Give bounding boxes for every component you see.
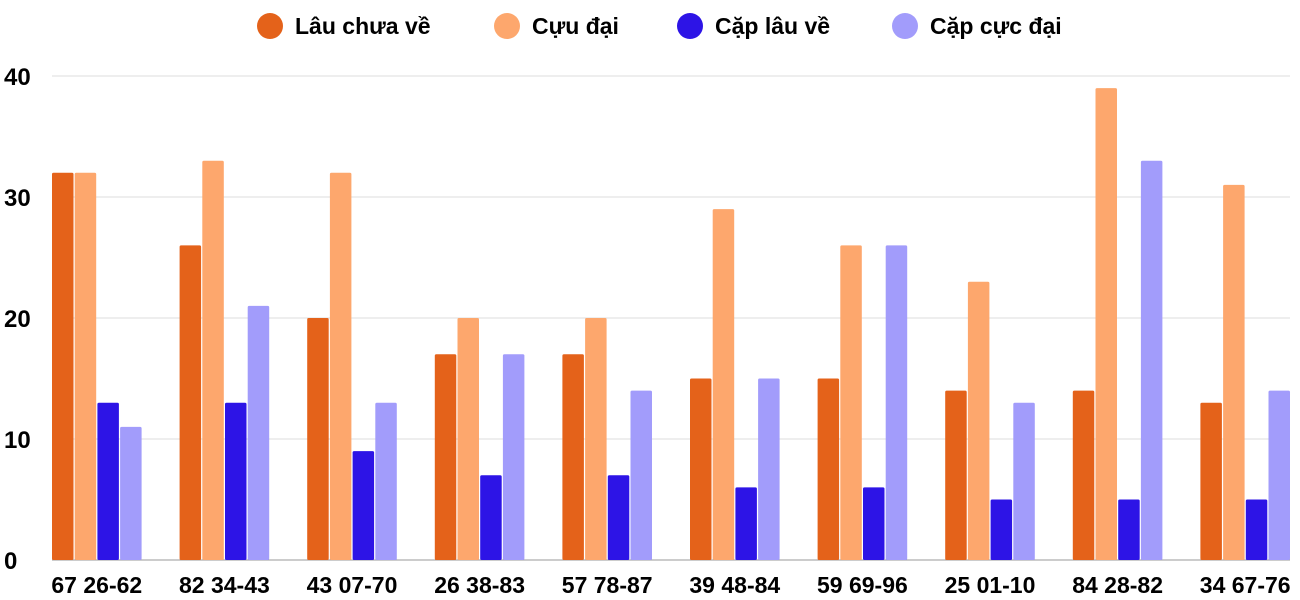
x-tick-label: 82 34-43 [179,572,270,598]
bar[interactable] [885,245,908,560]
y-tick-label: 0 [4,548,17,575]
bar[interactable] [945,390,967,560]
bar[interactable] [1118,499,1140,561]
bar[interactable] [990,499,1013,561]
x-tick-label: 57 78-87 [562,572,653,598]
bar[interactable] [967,281,990,560]
legend-swatch [892,13,918,39]
legend-swatch [257,13,283,39]
bar[interactable] [817,378,840,561]
y-tick-label: 40 [4,64,31,91]
bar[interactable] [502,354,525,560]
bar[interactable] [712,209,735,560]
y-tick-label: 10 [4,427,31,454]
bar[interactable] [840,245,862,560]
y-tick-label: 20 [4,306,31,333]
bar[interactable] [1095,88,1118,560]
bar[interactable] [690,378,712,561]
x-tick-label: 34 67-76 [1200,572,1291,598]
bar[interactable] [735,487,757,560]
legend-label: Cặp cực đại [930,13,1062,39]
bar[interactable] [457,318,480,560]
bar[interactable] [1200,402,1222,560]
bar[interactable] [307,318,329,560]
legend-swatch [494,13,520,39]
bar[interactable] [863,487,885,560]
bar[interactable] [562,354,584,560]
bar[interactable] [52,172,74,561]
x-tick-label: 43 07-70 [307,572,398,598]
legend-label: Cựu đại [532,13,619,39]
legend-label: Lâu chưa về [295,13,431,39]
legend-swatch [677,13,703,39]
bar[interactable] [1245,499,1268,561]
bar[interactable] [1140,160,1163,560]
x-axis-ticks: 67 26-62 82 34-43 43 07-70 26 38-83 57 78-87… [51,572,1290,598]
bar[interactable] [375,402,397,560]
x-tick-label: 25 01-10 [945,572,1036,598]
bar[interactable] [120,426,142,560]
bar[interactable] [1223,184,1245,560]
bar[interactable] [758,378,780,561]
legend-label: Cặp lâu về [715,13,830,39]
bar[interactable] [97,402,119,560]
bar[interactable] [1013,402,1035,560]
bar[interactable] [329,172,352,561]
legend: Lâu chưa về Cựu đại Cặp lâu về Cặp cực đại [257,13,1062,39]
bar[interactable] [1072,390,1095,560]
bar[interactable] [202,160,224,560]
x-tick-label: 67 26-62 [51,572,142,598]
x-tick-label: 59 69-96 [817,572,908,598]
x-tick-label: 39 48-84 [689,572,780,598]
y-axis-ticks: 0 10 20 30 40 [4,64,31,575]
bar[interactable] [607,475,630,560]
bar[interactable] [352,451,375,560]
bar[interactable] [585,318,607,560]
bar[interactable] [630,390,653,560]
bar[interactable] [247,305,270,560]
bar[interactable] [74,172,97,561]
bar[interactable] [434,354,457,560]
bar[interactable] [1268,390,1291,560]
bars [52,88,1291,561]
bar[interactable] [179,245,202,560]
bar[interactable] [480,475,502,560]
x-tick-label: 84 28-82 [1072,572,1163,598]
y-tick-label: 30 [4,185,31,212]
x-tick-label: 26 38-83 [434,572,525,598]
bar[interactable] [225,402,247,560]
